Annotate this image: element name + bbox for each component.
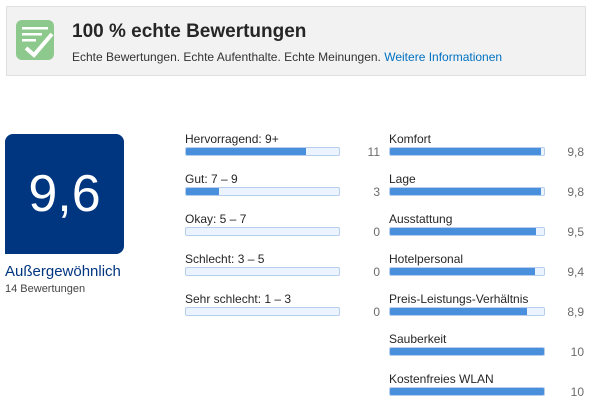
distribution-label: Gut: 7 – 9 [185, 172, 238, 186]
count-label: 0 [373, 305, 380, 319]
distribution-label: Hervorragend: 9+ [185, 132, 279, 146]
score-value: 9,5 [567, 225, 584, 239]
bar-track [389, 227, 545, 236]
subtitle: Echte Bewertungen. Echte Aufenthalte. Ec… [72, 50, 381, 64]
bar [390, 388, 544, 395]
bar-track [185, 307, 340, 316]
score-value: 10 [570, 385, 584, 399]
bar-track [185, 187, 340, 196]
bar [390, 348, 544, 355]
bar [390, 228, 537, 235]
banner-title: 100 % echte Bewertungen [72, 21, 307, 42]
score-label: Sauberkeit [389, 332, 447, 346]
score-badge: 9,6 [5, 134, 124, 254]
distribution-label: Sehr schlecht: 1 – 3 [185, 292, 292, 306]
score-value: 10 [570, 345, 584, 359]
bar [186, 148, 307, 155]
score-label: Komfort [389, 132, 432, 146]
bar-track [185, 227, 340, 236]
bar-track [185, 147, 340, 156]
count-label: 0 [373, 265, 380, 279]
score-label: Hotelpersonal [389, 252, 464, 266]
count-label: 0 [373, 225, 380, 239]
score-label: Preis-Leistungs-Verhältnis [389, 292, 529, 306]
score-value: 8,9 [567, 305, 584, 319]
bar-track [389, 307, 545, 316]
distribution-label: Schlecht: 3 – 5 [185, 252, 265, 266]
banner [6, 6, 586, 76]
review-count: 14 Bewertungen [5, 283, 86, 295]
bar-track [389, 267, 545, 276]
bar [390, 268, 535, 275]
score-label: Ausstattung [389, 212, 453, 226]
bar-track [389, 387, 545, 396]
bar [390, 308, 528, 315]
count-label: 3 [373, 185, 380, 199]
score-value: 9,8 [567, 185, 584, 199]
score-value: 9,4 [567, 265, 584, 279]
banner-subtitle: Echte Bewertungen. Echte Aufenthalte. Ec… [72, 50, 502, 64]
count-label: 11 [367, 145, 380, 159]
bar [186, 188, 219, 195]
bar-track [389, 147, 545, 156]
score-label: Lage [389, 172, 416, 186]
rating-word: Außergewöhnlich [5, 263, 121, 280]
bar [390, 148, 541, 155]
verified-icon [16, 20, 54, 60]
bar-track [389, 347, 545, 356]
distribution-label: Okay: 5 – 7 [185, 212, 247, 226]
bar-track [389, 187, 545, 196]
score-label: Kostenfreies WLAN [389, 372, 494, 386]
bar-track [185, 267, 340, 276]
more-info-link[interactable]: Weitere Informationen [384, 50, 503, 64]
score-value: 9,8 [567, 145, 584, 159]
bar [390, 188, 541, 195]
